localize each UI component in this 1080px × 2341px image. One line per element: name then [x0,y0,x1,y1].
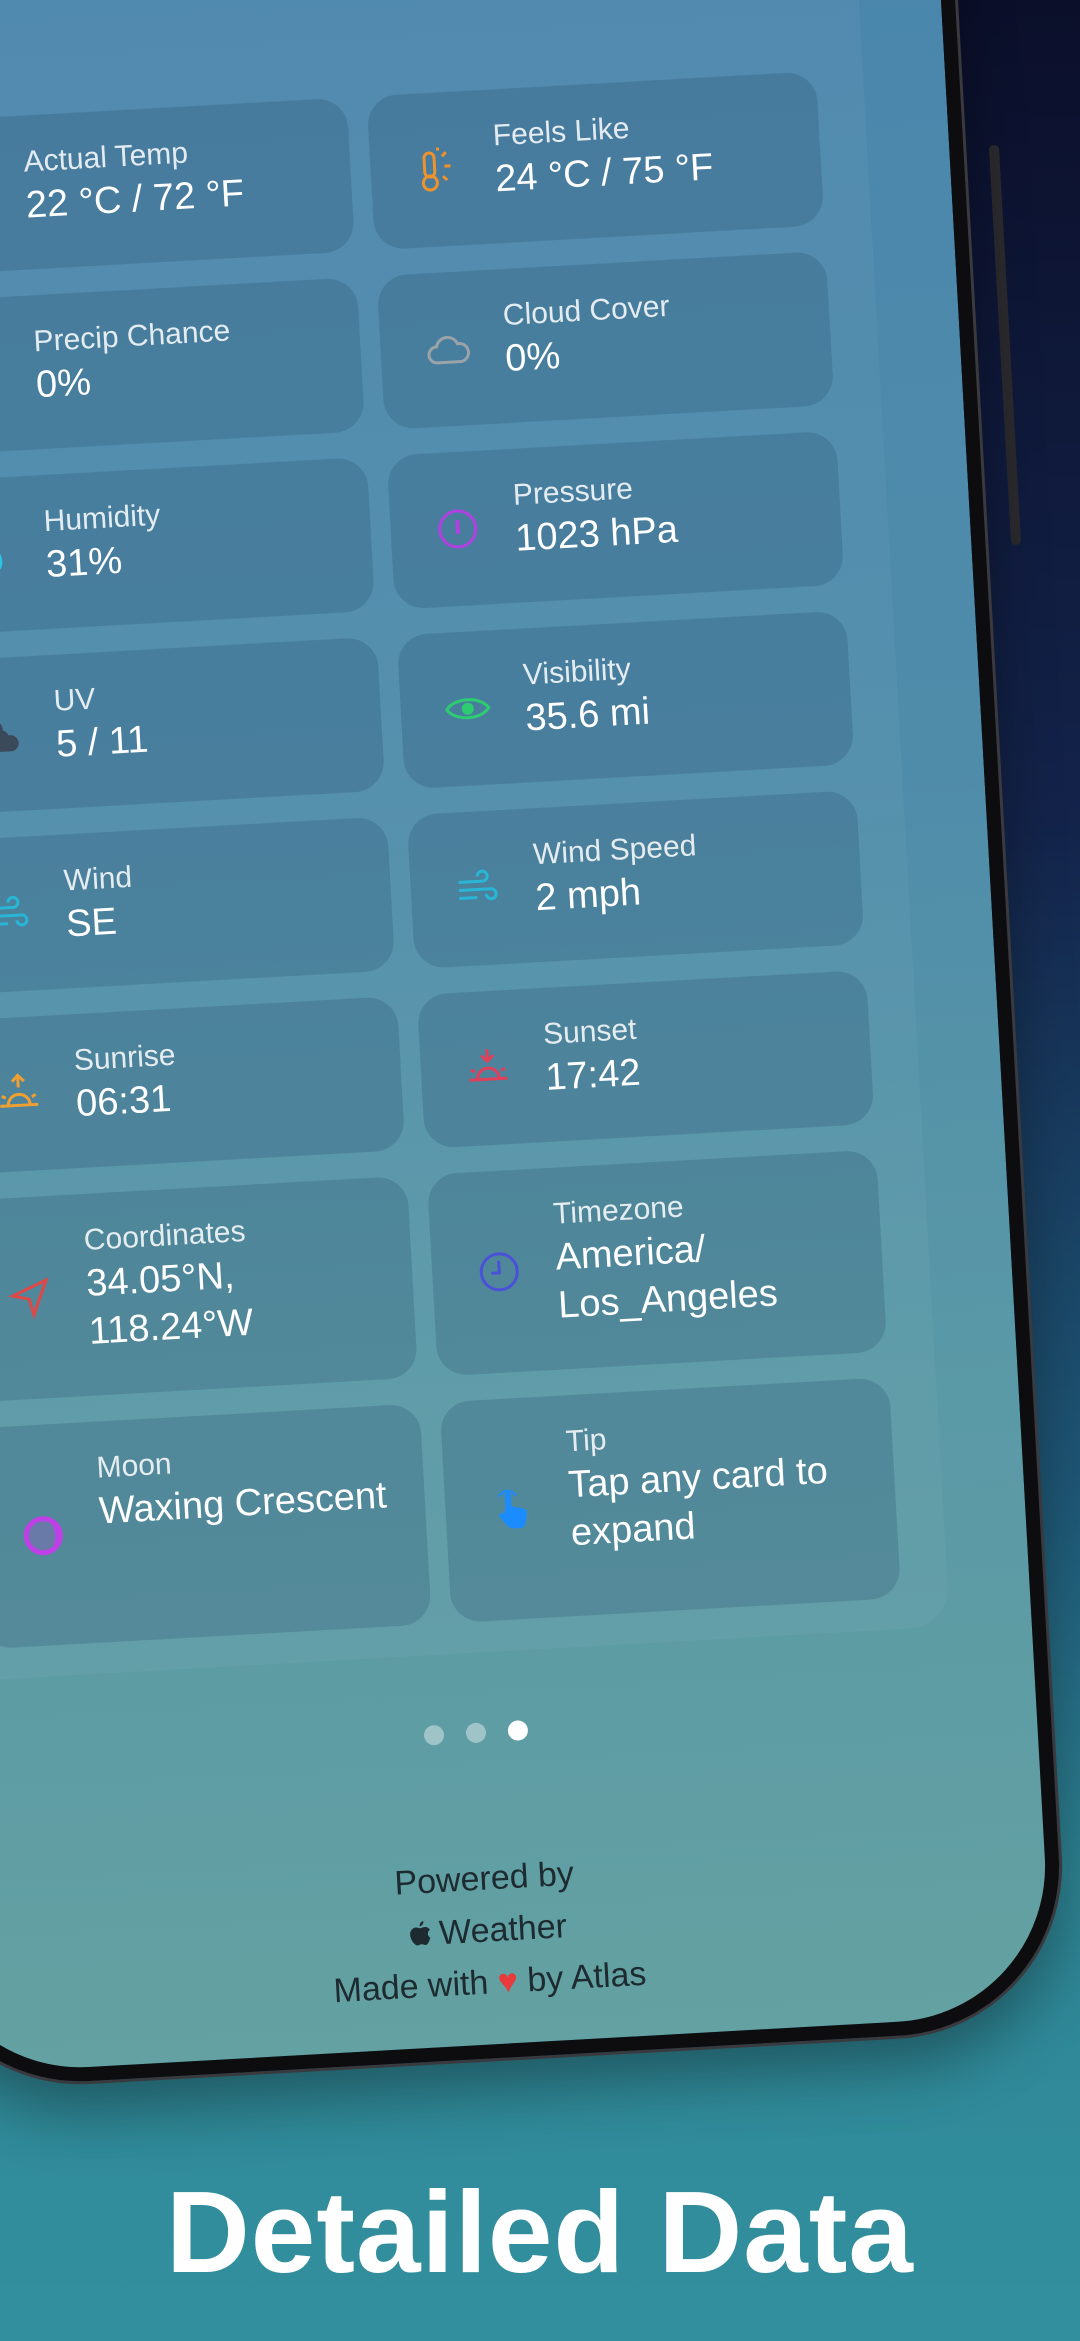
card-wind[interactable]: Wind SE [0,816,396,996]
footer: Powered by Weather Made with ♥ by Atlas [0,1821,1052,2039]
card-coordinates[interactable]: Coordinates 34.05°N, 118.24°W [0,1175,419,1403]
card-value: Tap any card to expand [567,1449,829,1555]
headline: Detailed Data [166,2167,914,2297]
card-sunset[interactable]: Sunset 17:42 [416,969,875,1149]
page-dot-1[interactable] [423,1724,445,1746]
weather-attribution[interactable]: Weather [0,1873,1049,1988]
heart-icon: ♥ [496,1961,519,2001]
page-dot-2[interactable] [465,1722,487,1744]
page-indicator[interactable] [0,1692,1037,1780]
eye-icon [445,698,491,720]
apple-icon [410,1921,431,1946]
phone-side-button [988,145,1022,545]
card-uv[interactable]: UV 5 / 11 [0,636,386,816]
sunrise-icon [0,1073,39,1108]
thermometer-sun-icon [421,147,451,192]
card-timezone[interactable]: Timezone America/ Los_Angeles [426,1149,888,1377]
wind-icon [458,869,498,901]
card-value: 34.05°N, 118.24°W [85,1254,255,1353]
moon-phase-icon [23,1515,63,1555]
umbrella-icon [0,351,3,399]
humidity-drop-icon [0,535,3,576]
card-actual-temp[interactable]: Actual Temp 22 °C / 72 °F [0,97,356,277]
sunset-icon [469,1049,508,1082]
card-sunrise[interactable]: Sunrise 06:31 [0,996,406,1176]
clock-icon [479,1252,519,1292]
card-moon[interactable]: Moon Waxing Crescent [0,1403,432,1650]
card-precip-chance[interactable]: Precip Chance 0% [0,277,366,457]
card-wind-speed[interactable]: Wind Speed 2 mph [406,790,865,970]
card-value: America/ Los_Angeles [554,1228,779,1327]
weather-provider: Weather [438,1907,568,1953]
card-cloud-cover[interactable]: Cloud Cover 0% [376,251,835,430]
location-arrow-icon [8,1277,49,1320]
card-visibility[interactable]: Visibility 35.6 mi [396,610,855,790]
gauge-icon [438,509,478,549]
wind-icon [0,895,29,927]
made-with-prefix: Made with [332,1963,490,2011]
card-feels-like[interactable]: Feels Like 24 °C / 75 °F [366,71,825,251]
phone-screen: s Actual Temp 22 °C / 72 °F Feels Like 2… [0,0,1069,2091]
sun-cloud-icon [0,720,19,753]
card-tip[interactable]: Tip Tap any card to expand [439,1377,902,1624]
cloud-icon [427,335,471,365]
tap-hand-icon [497,1489,528,1528]
made-with-suffix: by Atlas [526,1954,648,2000]
card-humidity[interactable]: Humidity 31% [0,456,376,636]
page-dot-3-active[interactable] [507,1719,529,1742]
card-pressure[interactable]: Pressure 1023 hPa [386,430,845,610]
